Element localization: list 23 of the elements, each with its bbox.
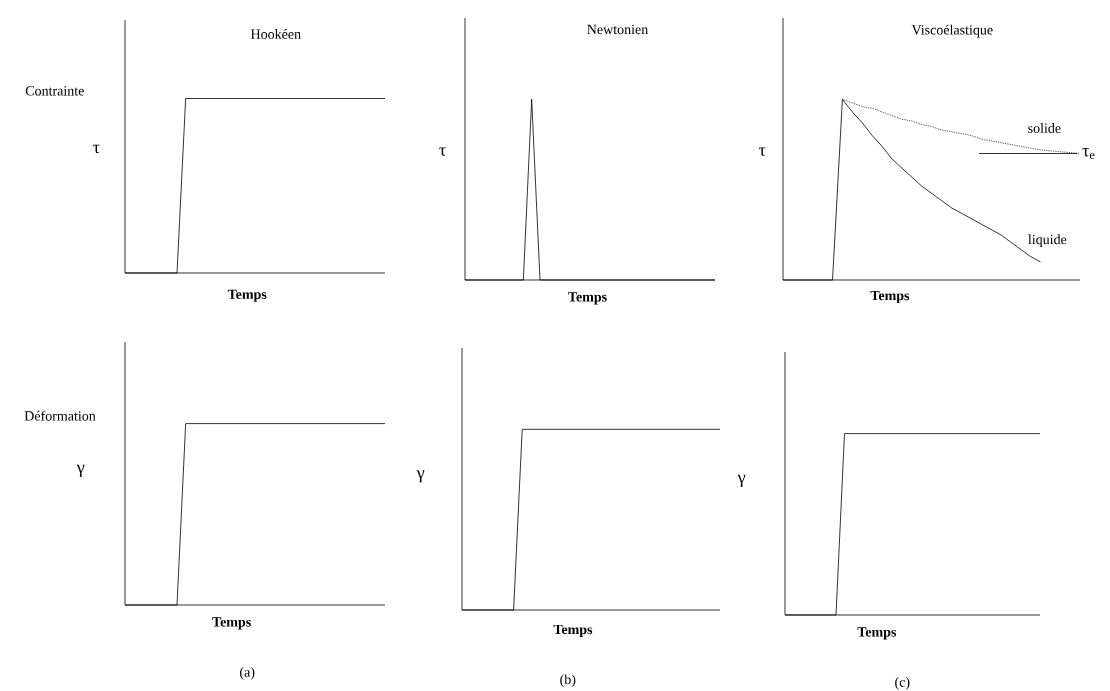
x-axis-title: Temps — [553, 624, 593, 638]
x-axis-title: Temps — [212, 617, 251, 630]
ref-line-label: τ$_{e}$ — [1082, 148, 1095, 159]
y-axis-title: γ — [416, 470, 425, 483]
text: (c) — [895, 677, 910, 690]
y-axis-title: γ — [737, 474, 746, 487]
y-axis-title: γ — [76, 464, 85, 477]
series-label: liquide — [1028, 234, 1067, 248]
text: (a) — [240, 667, 255, 680]
text: (b) — [560, 674, 576, 688]
chart-title: Viscoélastique — [911, 24, 993, 38]
x-axis-title: Temps — [870, 290, 910, 304]
x-axis-title: Temps — [857, 627, 897, 640]
chart-title: Newtonien — [587, 24, 649, 35]
x-axis-title: Temps — [568, 292, 607, 305]
y-axis-title: τ — [758, 147, 766, 156]
y-axis-title: τ — [93, 144, 100, 154]
series-label: solide — [1028, 123, 1061, 133]
x-axis-title: Temps — [227, 289, 267, 302]
y-axis-title: τ — [439, 147, 446, 156]
text: Contrainte — [25, 86, 84, 96]
text: Déformation — [24, 410, 96, 421]
chart-title: Hookéen — [250, 28, 301, 39]
